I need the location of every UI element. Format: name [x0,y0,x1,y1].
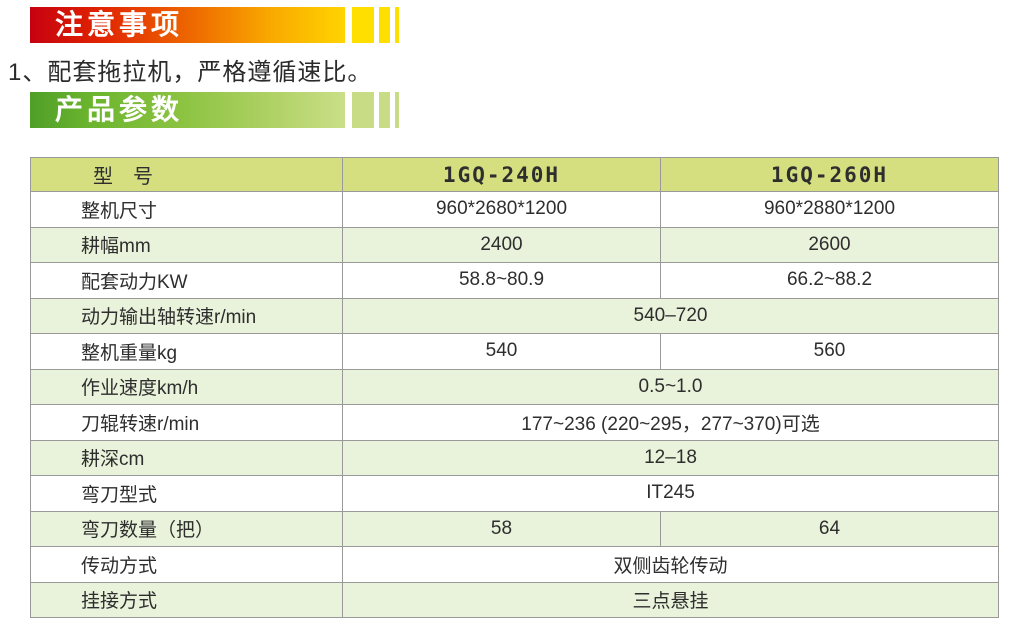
model-header-label: 型 号 [30,157,343,192]
table-row: 耕深cm 12–18 [30,439,999,476]
table-row: 挂接方式 三点悬挂 [30,581,999,618]
row-value-span: 540–720 [342,297,999,334]
row-value: 2400 [342,226,661,263]
row-label: 整机尺寸 [30,191,343,228]
row-label: 弯刀型式 [30,475,343,512]
notice-banner-stripe [395,7,399,43]
row-value: 58.8~80.9 [342,262,661,299]
row-value-span: 双侧齿轮传动 [342,546,999,583]
row-label: 传动方式 [30,546,343,583]
table-row: 动力输出轴转速r/min 540–720 [30,297,999,334]
params-section-banner: 产品参数 [30,92,345,128]
row-value: 66.2~88.2 [660,262,999,299]
table-row: 耕幅mm 2400 2600 [30,226,999,263]
params-banner-stripe [395,92,399,128]
table-row: 整机重量kg 540 560 [30,333,999,370]
spec-table: 型 号 1GQ-240H 1GQ-260H 整机尺寸 960*2680*1200 9… [30,157,999,618]
row-label: 弯刀数量（把） [30,510,343,547]
notice-banner-stripe [352,7,374,43]
row-label: 动力输出轴转速r/min [30,297,343,334]
row-value: 58 [342,510,661,547]
params-section-title: 产品参数 [55,94,184,125]
params-banner-stripe [352,92,374,128]
table-row: 弯刀数量（把） 58 64 [30,510,999,547]
row-value-span: 12–18 [342,439,999,476]
row-value-span: IT245 [342,475,999,512]
row-value-span: 0.5~1.0 [342,368,999,405]
row-value: 64 [660,510,999,547]
row-value: 960*2680*1200 [342,191,661,228]
notice-banner-stripe [379,7,390,43]
row-label: 配套动力KW [30,262,343,299]
row-label: 耕幅mm [30,226,343,263]
row-value-span: 三点悬挂 [342,581,999,618]
params-banner-stripe [379,92,390,128]
table-row: 配套动力KW 58.8~80.9 66.2~88.2 [30,262,999,299]
table-row: 作业速度km/h 0.5~1.0 [30,368,999,405]
row-label: 作业速度km/h [30,368,343,405]
row-value: 960*2880*1200 [660,191,999,228]
model-name-260h: 1GQ-260H [660,157,999,192]
row-label: 刀辊转速r/min [30,404,343,441]
row-label: 整机重量kg [30,333,343,370]
notice-section-banner: 注意事项 [30,7,345,43]
row-value-span: 177~236 (220~295，277~370)可选 [342,404,999,441]
spec-table-body: 整机尺寸 960*2680*1200 960*2880*1200 耕幅mm 2400 26… [30,191,999,618]
model-name-240h: 1GQ-240H [342,157,661,192]
table-row: 弯刀型式 IT245 [30,475,999,512]
row-label: 挂接方式 [30,581,343,618]
notice-section-title: 注意事项 [55,9,184,40]
table-row: 传动方式 双侧齿轮传动 [30,546,999,583]
table-row: 刀辊转速r/min 177~236 (220~295，277~370)可选 [30,404,999,441]
notice-text: 1、配套拖拉机，严格遵循速比。 [8,59,373,86]
row-value: 540 [342,333,661,370]
table-row: 整机尺寸 960*2680*1200 960*2880*1200 [30,191,999,228]
row-value: 2600 [660,226,999,263]
row-value: 560 [660,333,999,370]
row-label: 耕深cm [30,439,343,476]
spec-table-header-row: 型 号 1GQ-240H 1GQ-260H [30,157,999,192]
